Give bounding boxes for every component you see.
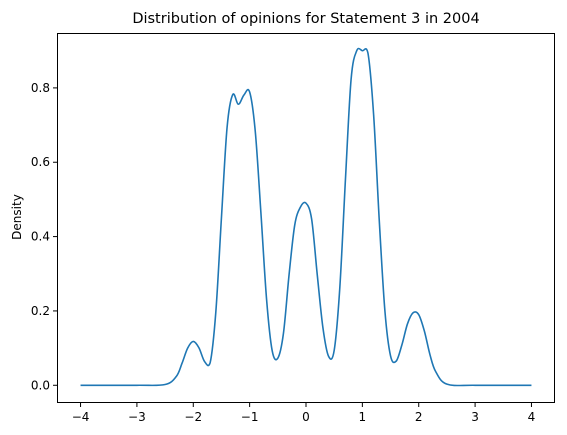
x-tick-label: −3 <box>128 410 146 424</box>
y-tick-label: 0.0 <box>31 378 50 392</box>
x-tick-label: 3 <box>471 410 479 424</box>
x-tick-label: 4 <box>528 410 536 424</box>
series-group <box>80 47 532 387</box>
x-tick-label: 0 <box>302 410 310 424</box>
x-tick-label: 1 <box>359 410 367 424</box>
x-tick-label: −1 <box>241 410 259 424</box>
density-line-series-0 <box>80 47 532 387</box>
y-tick-label: 0.6 <box>31 155 50 169</box>
y-tick-label: 0.8 <box>31 81 50 95</box>
y-axis-label: Density <box>10 194 24 240</box>
x-tick-label: 2 <box>415 410 423 424</box>
x-axis: −4 −3 −2 −1 0 1 2 3 4 <box>72 402 536 424</box>
y-axis: 0.0 0.2 0.4 0.6 0.8 <box>31 81 58 392</box>
y-tick-label: 0.2 <box>31 304 50 318</box>
x-tick-label: −4 <box>72 410 90 424</box>
y-tick-label: 0.4 <box>31 230 50 244</box>
chart-title: Distribution of opinions for Statement 3… <box>132 11 479 27</box>
plot-frame <box>57 33 555 403</box>
x-tick-label: −2 <box>184 410 202 424</box>
